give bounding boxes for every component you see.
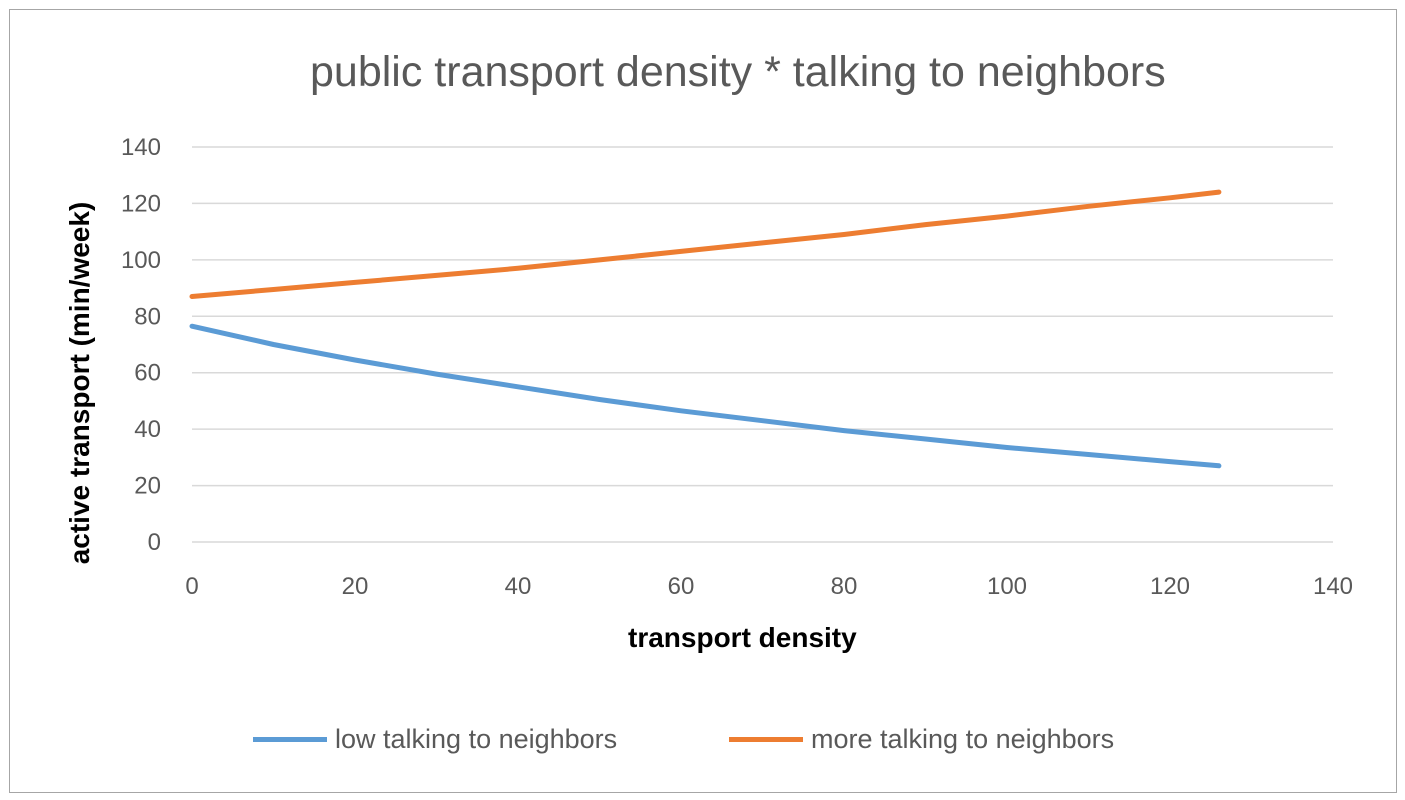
legend-swatch-more (729, 736, 803, 742)
x-axis-label: transport density (628, 622, 857, 653)
legend-label-more: more talking to neighbors (811, 723, 1115, 754)
y-tick-label-0: 0 (148, 529, 161, 556)
legend-item-low: low talking to neighbors (253, 722, 617, 756)
y-tick-label-40: 40 (134, 416, 161, 443)
y-tick-label-20: 20 (134, 473, 161, 500)
y-tick-label-100: 100 (121, 247, 161, 274)
x-tick-label-40: 40 (505, 573, 532, 600)
y-tick-label-120: 120 (121, 190, 161, 217)
x-tick-label-140: 140 (1313, 573, 1353, 600)
legend-swatch-low (253, 736, 327, 742)
x-tick-label-60: 60 (668, 573, 695, 600)
y-axis-label: active transport (min/week) (64, 201, 95, 565)
x-tick-label-120: 120 (1150, 573, 1190, 600)
series-line-more (189, 189, 1222, 299)
y-tick-label-60: 60 (134, 360, 161, 387)
x-tick-label-20: 20 (342, 573, 369, 600)
legend-item-more: more talking to neighbors (729, 722, 1114, 756)
chart-frame (9, 9, 1397, 793)
x-tick-label-80: 80 (831, 573, 858, 600)
legend-label-low: low talking to neighbors (335, 723, 618, 754)
y-tick-label-80: 80 (134, 303, 161, 330)
series-line-low (189, 323, 1222, 469)
chart-title: public transport density * talking to ne… (310, 48, 1166, 96)
x-tick-label-0: 0 (185, 573, 198, 600)
legend: low talking to neighbors more talking to… (0, 722, 1405, 756)
y-tick-label-140: 140 (121, 134, 161, 161)
x-tick-label-100: 100 (987, 573, 1027, 600)
